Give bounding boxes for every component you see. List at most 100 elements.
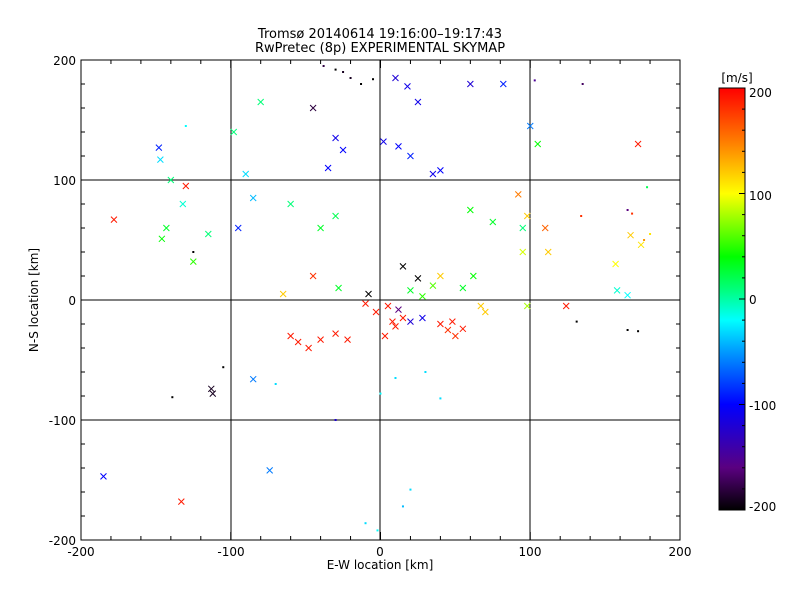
data-point-cross (372, 308, 380, 316)
data-point-dot (334, 419, 337, 421)
data-point-cross (429, 282, 437, 289)
colorbar: [m/s] 200 100 0 -100 -200 (718, 71, 776, 514)
data-point-cross (179, 200, 187, 208)
data-point-dot (192, 251, 195, 253)
data-point-cross (481, 308, 489, 316)
y-axis: 200 100 0 -100 -200 N-S location [km] (27, 54, 76, 548)
x-tick-label: 200 (669, 545, 692, 559)
data-point-dot (401, 505, 404, 508)
data-point-cross (163, 224, 170, 232)
data-point-cross (381, 332, 389, 340)
data-point-cross (389, 318, 396, 325)
data-point-cross (407, 152, 414, 160)
data-point-dot (322, 65, 325, 67)
data-point-cross (157, 156, 164, 163)
data-point-cross (399, 314, 407, 322)
data-point-cross (404, 83, 411, 90)
y-axis-label: N-S location [km] (27, 248, 41, 352)
data-point-cross (234, 224, 242, 232)
data-point-cross (158, 235, 166, 243)
data-point-dot (439, 397, 442, 400)
grid-lines (81, 60, 680, 540)
data-point-cross (392, 74, 399, 82)
colorbar-tick-label: 0 (749, 293, 757, 307)
data-point-cross (362, 300, 369, 307)
data-point-cross (437, 272, 444, 280)
colorbar-tick-label: -200 (749, 500, 776, 514)
data-point-dot (342, 71, 345, 73)
data-point-cross (407, 287, 414, 294)
data-point-dot (580, 215, 583, 217)
data-point-cross (526, 122, 534, 130)
data-point-cross (384, 302, 392, 310)
data-point-cross (209, 390, 217, 397)
y-tick-label: -100 (49, 414, 76, 428)
data-point-cross (189, 258, 197, 265)
data-point-cross (365, 290, 372, 298)
data-point-cross (419, 293, 426, 300)
x-tick-label: -200 (67, 545, 94, 559)
data-point-cross (317, 336, 324, 343)
data-point-cross (249, 194, 257, 202)
data-point-dot (409, 488, 412, 491)
data-point-cross (167, 176, 175, 184)
data-point-cross (332, 134, 339, 142)
data-point-cross (523, 212, 531, 220)
data-point-cross (324, 164, 332, 172)
data-point-cross (624, 291, 631, 299)
data-point-dot (575, 320, 578, 323)
chart-title: Tromsø 20140614 19:16:00–19:17:43 (257, 27, 502, 42)
data-point-cross (514, 191, 522, 198)
data-point-dot (626, 329, 629, 331)
data-point-cross (177, 498, 185, 505)
data-point-dot (533, 79, 536, 82)
data-point-cross (207, 385, 215, 393)
data-point-cross (230, 128, 238, 136)
plot-area (80, 59, 681, 541)
data-point-cross (395, 143, 402, 150)
data-point-cross (613, 287, 621, 294)
data-point-cross (344, 336, 351, 343)
data-point-cross (437, 320, 444, 328)
data-point-cross (627, 231, 634, 239)
data-point-cross (155, 144, 163, 151)
y-tick-label: 100 (53, 174, 76, 188)
data-point-cross (477, 302, 485, 310)
data-point-dot (637, 330, 640, 333)
colorbar-unit-label: [m/s] (721, 71, 752, 85)
data-point-dot (376, 529, 379, 532)
data-point-cross (489, 218, 497, 226)
colorbar-tick-label: -100 (749, 399, 776, 413)
data-point-cross (392, 323, 399, 330)
data-point-cross (429, 170, 437, 178)
data-point-dot (360, 83, 363, 85)
y-tick-label: 0 (68, 294, 76, 308)
x-tick-label: 100 (519, 545, 542, 559)
data-point-cross (541, 224, 549, 232)
data-point-dot (646, 186, 649, 189)
data-point-dot (349, 77, 352, 79)
data-point-dot (581, 83, 584, 85)
data-point-cross (469, 272, 477, 280)
data-point-dot (334, 68, 337, 71)
data-point-cross (309, 104, 317, 112)
data-point-dot (364, 522, 367, 525)
data-point-cross (452, 332, 459, 340)
colorbar-tick-label: 100 (749, 189, 772, 203)
data-point-cross (407, 318, 414, 325)
data-points (100, 65, 652, 532)
data-point-cross (544, 248, 552, 256)
data-point-cross (637, 241, 645, 249)
data-point-cross (309, 272, 317, 280)
data-point-dot (631, 212, 634, 215)
x-axis-label: E-W location [km] (327, 558, 434, 572)
colorbar-tick-label: 200 (749, 86, 772, 100)
data-point-dot (643, 239, 646, 241)
data-point-cross (534, 140, 542, 148)
data-point-cross (395, 306, 402, 313)
data-point-cross (110, 216, 118, 223)
data-point-dot (171, 396, 174, 399)
data-point-cross (634, 140, 642, 148)
colorbar-ticks (739, 87, 745, 511)
data-point-cross (419, 314, 426, 322)
